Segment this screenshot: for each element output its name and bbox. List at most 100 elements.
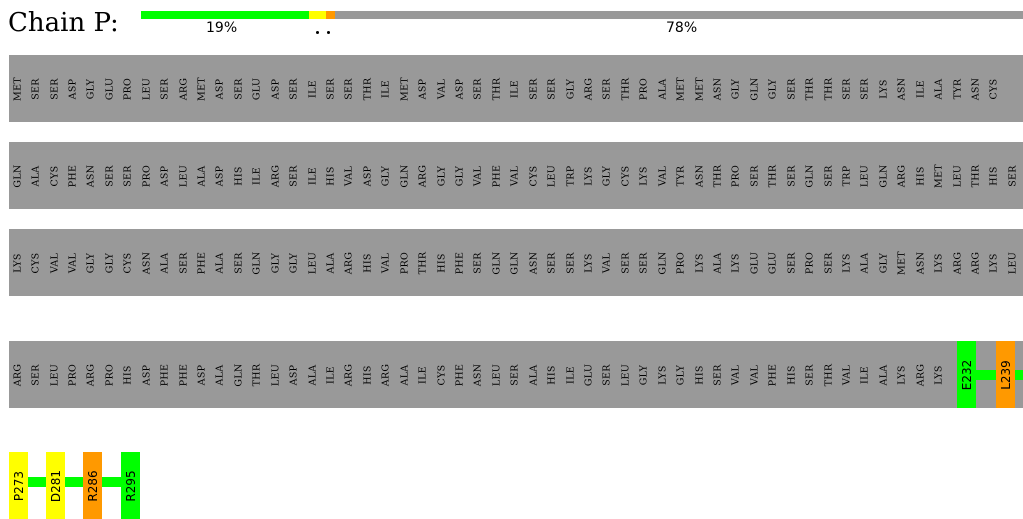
residue-label: GLY [85,78,97,99]
residue-label: PRO [104,363,116,386]
residue-label: ARG [178,77,190,100]
residue-label: ARG [952,251,964,274]
residue-label: PRO [141,164,153,187]
residue-label: SER [528,77,540,100]
residue-cell: THR [249,341,266,408]
residue-label: TRP [565,165,577,186]
residue-cell: SER [120,142,137,209]
residue-label: SER [49,77,61,100]
residue-label: ARG [12,363,24,386]
residue-label: GLN [657,250,669,275]
residue-cell: SER [543,229,560,296]
residue-cell: THR [359,55,376,122]
residue-label: GLU [749,251,761,274]
residue-cell: ILE [322,341,339,408]
residue-label: VAL [343,165,355,186]
residue-cell: THR [488,55,505,122]
residue-label: ALA [214,364,226,385]
residue-label: SER [546,251,558,274]
residue-label: SER [786,251,798,274]
residue-cell: ALA [875,341,892,408]
residue-cell: GLN [801,142,818,209]
residue-cell: HIS [322,142,339,209]
marker-dot [316,31,319,34]
residue-label: HIS [362,364,374,385]
residue-label: GLN [251,250,263,275]
residue-label: ILE [380,79,392,98]
residue-label: VAL [49,252,61,273]
residue-cell: ALA [931,55,948,122]
residue-cell: GLU [580,341,597,408]
residue-cell: SER [46,55,63,122]
residue-cell: ASN [912,229,929,296]
residue-cell: LEU [138,55,155,122]
residue-cell: SER [1004,142,1021,209]
quality-segment [141,11,309,19]
residue-cell: VAL [507,142,524,209]
residue-label: ASP [141,364,153,385]
residue-cell: ALA [857,229,874,296]
residue-label: SER [823,251,835,274]
residue-cell: CYS [617,142,634,209]
residue-cell: MET [9,55,26,122]
residue-cell: ASP [359,142,376,209]
residue-cell: GLY [728,55,745,122]
residue-label: VAL [841,364,853,385]
residue-label: ASN [896,77,908,100]
residue-cell: ALA [396,341,413,408]
residue-cell: ASP [285,341,302,408]
residue-cell: GLY [765,55,782,122]
residue-label: LEU [620,363,632,386]
residue-label: MET [196,76,208,101]
residue-label: SER [565,251,577,274]
residue-label: SER [509,363,521,386]
residue-cell: LYS [9,229,26,296]
residue-cell: GLU [101,55,118,122]
residue-label: MET [896,250,908,275]
residue-cell: ARG [341,341,358,408]
residue-cell: ALA [322,229,339,296]
residue-label: ALA [657,78,669,99]
residue-cell: VAL [746,341,763,408]
quality-segment [326,11,336,19]
residue-cell: SER [543,55,560,122]
residue-cell: GLY [672,341,689,408]
residue-cell: PRO [672,229,689,296]
residue-cell: MET [894,229,911,296]
residue-label: VAL [730,364,742,385]
residue-label: ILE [417,365,429,384]
residue-label: GLY [601,165,613,186]
residue-label: HIS [325,165,337,186]
residue-cell: SER [599,341,616,408]
residue-cell: ASN [138,229,155,296]
residue-cell: SER [801,341,818,408]
residue-label: ALA [859,252,871,273]
residue-label: SER [343,77,355,100]
residue-cell: GLY [285,229,302,296]
residue-label: GLY [878,252,890,273]
quality-segment [308,11,327,19]
residue-cell: ILE [507,55,524,122]
residue-cell: PHE [175,341,192,408]
residue-row-3: LYS CYS VAL VAL GLY GLY CYS ASN ALA SER PHE ALA SER G… [9,229,1023,296]
residue-label: SER [841,77,853,100]
residue-label: GLN [509,250,521,275]
residue-label: ARG [343,363,355,386]
residue-cell: GLN [488,229,505,296]
residue-cell: ARG [414,142,431,209]
residue-cell: CYS [27,229,44,296]
residue-label: ARG [896,164,908,187]
residue-cell: LYS [875,55,892,122]
residue-cell: ASP [267,55,284,122]
residue-label: ARG [270,164,282,187]
residue-label: ALA [325,252,337,273]
residue-cell: ASN [894,55,911,122]
residue-cell: LYS [580,229,597,296]
residue-label: ASN [141,251,153,274]
residue-cell: ASP [193,341,210,408]
residue-label: ASP [214,78,226,99]
residue-label: PHE [454,363,466,386]
residue-label: SER [601,77,613,100]
residue-label: LEU [491,363,503,386]
residue-label: LEU [952,164,964,187]
